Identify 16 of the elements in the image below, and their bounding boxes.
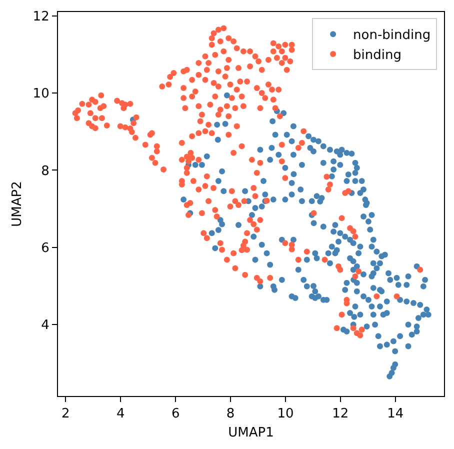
y-tick-label: 8	[41, 164, 50, 179]
x-tick-label: 2	[62, 406, 70, 422]
y-tick-label: 4	[41, 318, 50, 334]
x-tick-label: 10	[277, 406, 294, 422]
y-axis-title: UMAP2	[10, 181, 25, 227]
y-tick-label: 12	[32, 9, 50, 24]
legend-label: non-binding	[353, 28, 431, 44]
y-tick-label: 6	[41, 240, 50, 256]
y-tick-label: 10	[32, 86, 50, 102]
x-tick-label: 4	[116, 406, 125, 422]
x-tick-label: 6	[171, 406, 180, 422]
x-tick-label: 12	[332, 406, 349, 422]
x-tick-label: 8	[226, 406, 235, 422]
x-axis-title: UMAP1	[228, 425, 274, 440]
x-tick-label: 14	[387, 406, 404, 422]
legend-label: binding	[353, 48, 402, 64]
